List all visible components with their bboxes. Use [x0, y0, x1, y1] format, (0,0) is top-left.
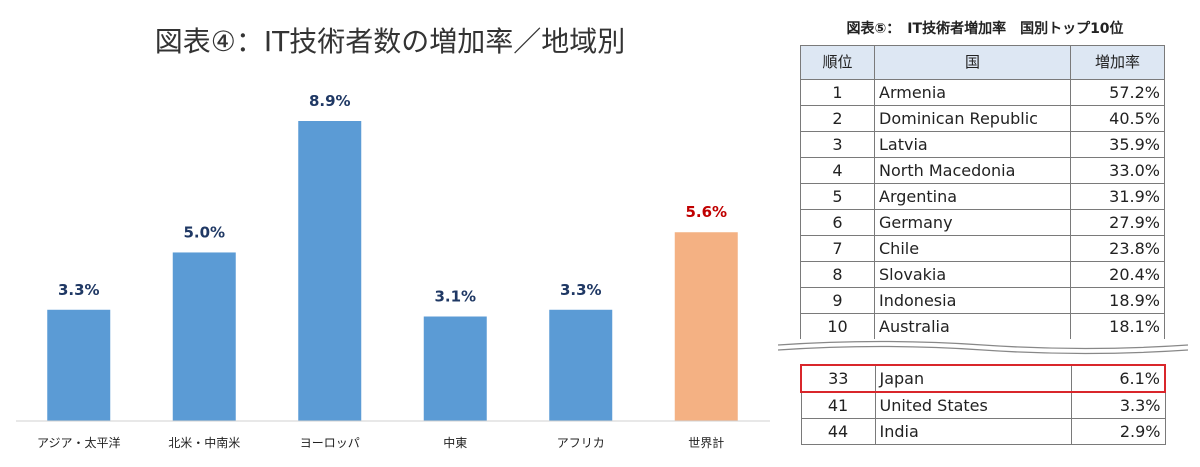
bar-0	[47, 309, 111, 421]
ranking-table: 順位 国 増加率 1 Armenia 57.2% 2 Dominican Republi…	[800, 45, 1165, 340]
table-row: 41 United States 3.3%	[800, 391, 1166, 419]
country-cell: Chile	[874, 235, 1071, 262]
table-row: 7 Chile 23.8%	[800, 235, 1165, 262]
table-break-mark	[778, 339, 1188, 355]
rank-cell: 7	[800, 235, 875, 262]
rank-cell: 2	[800, 105, 875, 132]
rate-cell: 18.9%	[1070, 287, 1165, 314]
bar-4	[549, 309, 613, 421]
rank-cell: 5	[800, 183, 875, 210]
header-country: 国	[874, 45, 1071, 80]
bar-chart: 3.3% アジア・太平洋 5.0% 北米・中南米 8.9% ヨーロッパ 3.1% 中東 3.3%…	[16, 92, 770, 450]
rank-cell: 33	[800, 364, 876, 393]
country-cell: United States	[874, 391, 1072, 419]
rate-cell: 31.9%	[1070, 183, 1165, 210]
rate-cell: 57.2%	[1070, 79, 1165, 106]
rate-cell: 27.9%	[1070, 209, 1165, 236]
chart-title: 図表④：IT技術者数の増加率／地域別	[154, 25, 626, 58]
data-label-1: 5.0%	[183, 223, 225, 241]
rate-cell: 40.5%	[1070, 105, 1165, 132]
rate-cell: 35.9%	[1070, 131, 1165, 158]
country-cell: Argentina	[874, 183, 1071, 210]
category-label-1: 北米・中南米	[168, 435, 240, 450]
ranking-table-lower: 33 Japan 6.1% 41 United States 3.3% 44 India 2.9…	[800, 364, 1166, 445]
rank-cell: 44	[800, 418, 876, 445]
country-cell: Slovakia	[874, 261, 1071, 288]
table-row: 10 Australia 18.1%	[800, 313, 1165, 340]
rate-cell: 20.4%	[1070, 261, 1165, 288]
bar-1	[172, 252, 236, 421]
rank-cell: 1	[800, 79, 875, 106]
rate-cell: 23.8%	[1070, 235, 1165, 262]
country-cell: Japan	[874, 364, 1072, 393]
table-row: 6 Germany 27.9%	[800, 209, 1165, 236]
table-row: 2 Dominican Republic 40.5%	[800, 105, 1165, 132]
country-cell: India	[874, 418, 1072, 445]
table-row: 3 Latvia 35.9%	[800, 131, 1165, 158]
category-label-4: アフリカ	[557, 436, 605, 450]
bar-3	[423, 316, 487, 421]
data-label-2: 8.9%	[309, 92, 351, 110]
country-cell: Armenia	[874, 79, 1071, 106]
header-rank: 順位	[800, 45, 875, 80]
rank-cell: 41	[800, 391, 876, 419]
table-row: 5 Argentina 31.9%	[800, 183, 1165, 210]
category-label-0: アジア・太平洋	[37, 435, 121, 450]
rate-cell: 3.3%	[1070, 391, 1166, 419]
table-row: 4 North Macedonia 33.0%	[800, 157, 1165, 184]
bar-5	[674, 232, 738, 421]
country-cell: Germany	[874, 209, 1071, 236]
country-cell: North Macedonia	[874, 157, 1071, 184]
table-row: 1 Armenia 57.2%	[800, 79, 1165, 106]
category-label-3: 中東	[443, 435, 467, 450]
table-row: 9 Indonesia 18.9%	[800, 287, 1165, 314]
country-cell: Latvia	[874, 131, 1071, 158]
rate-cell: 2.9%	[1070, 418, 1166, 445]
country-cell: Dominican Republic	[874, 105, 1071, 132]
table-title: 図表⑤： IT技術者増加率 国別トップ10位	[846, 21, 1124, 37]
data-label-0: 3.3%	[58, 281, 100, 299]
data-label-4: 3.3%	[560, 281, 602, 299]
table-row: 33 Japan 6.1%	[800, 364, 1166, 393]
rank-cell: 9	[800, 287, 875, 314]
header-rate: 増加率	[1070, 45, 1165, 80]
rank-cell: 10	[800, 313, 875, 340]
data-label-3: 3.1%	[434, 288, 476, 306]
table-row: 44 India 2.9%	[800, 418, 1166, 445]
rate-cell: 18.1%	[1070, 313, 1165, 340]
rate-cell: 33.0%	[1070, 157, 1165, 184]
country-cell: Indonesia	[874, 287, 1071, 314]
table-header-row: 順位 国 増加率	[800, 45, 1165, 80]
rank-cell: 4	[800, 157, 875, 184]
rank-cell: 8	[800, 261, 875, 288]
bar-2	[298, 121, 362, 421]
data-label-5: 5.6%	[685, 203, 727, 221]
country-cell: Australia	[874, 313, 1071, 340]
category-label-5: 世界計	[688, 435, 724, 450]
rank-cell: 6	[800, 209, 875, 236]
category-label-2: ヨーロッパ	[300, 436, 360, 450]
rank-cell: 3	[800, 131, 875, 158]
rate-cell: 6.1%	[1070, 364, 1166, 393]
table-row: 8 Slovakia 20.4%	[800, 261, 1165, 288]
